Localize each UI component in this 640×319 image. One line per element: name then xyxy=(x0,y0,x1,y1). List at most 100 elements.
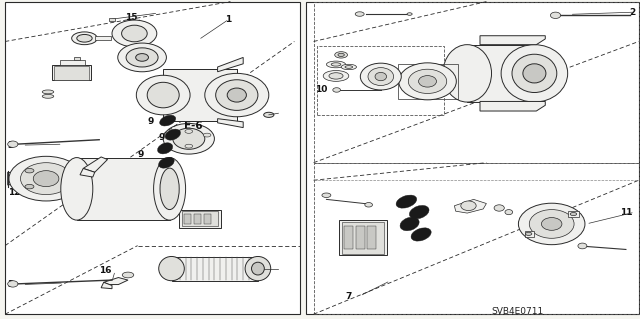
Bar xyxy=(172,257,258,281)
Text: 16: 16 xyxy=(99,266,112,275)
Ellipse shape xyxy=(122,25,147,42)
Ellipse shape xyxy=(20,163,72,195)
Ellipse shape xyxy=(407,13,412,15)
Ellipse shape xyxy=(136,75,190,115)
Ellipse shape xyxy=(322,193,331,197)
Bar xyxy=(52,65,91,80)
Ellipse shape xyxy=(245,256,271,281)
Polygon shape xyxy=(568,211,579,217)
Ellipse shape xyxy=(126,48,158,67)
Ellipse shape xyxy=(173,128,205,149)
Bar xyxy=(179,210,221,228)
Ellipse shape xyxy=(396,195,417,208)
Ellipse shape xyxy=(365,203,372,207)
Ellipse shape xyxy=(147,82,179,108)
Ellipse shape xyxy=(411,228,431,241)
Text: 5: 5 xyxy=(193,260,200,269)
Text: 12: 12 xyxy=(8,189,20,197)
Text: 10: 10 xyxy=(315,85,327,94)
Text: 9: 9 xyxy=(138,167,144,176)
Polygon shape xyxy=(454,199,486,213)
Ellipse shape xyxy=(154,158,186,220)
Ellipse shape xyxy=(264,112,274,117)
Ellipse shape xyxy=(160,168,179,210)
Bar xyxy=(182,211,218,226)
Bar xyxy=(367,226,376,249)
Ellipse shape xyxy=(525,232,532,235)
Bar xyxy=(339,220,387,255)
Ellipse shape xyxy=(501,45,568,102)
Text: 15: 15 xyxy=(125,13,138,22)
Bar xyxy=(306,2,639,314)
Text: 14: 14 xyxy=(76,33,88,42)
Ellipse shape xyxy=(494,205,504,211)
Polygon shape xyxy=(8,172,26,185)
Ellipse shape xyxy=(33,171,59,187)
Text: 3: 3 xyxy=(8,141,14,150)
Ellipse shape xyxy=(375,72,387,81)
Bar xyxy=(95,36,111,40)
Ellipse shape xyxy=(505,210,513,215)
Polygon shape xyxy=(101,282,112,289)
Ellipse shape xyxy=(518,203,585,245)
Text: E-6: E-6 xyxy=(184,121,203,131)
Ellipse shape xyxy=(329,73,343,79)
Text: 17: 17 xyxy=(76,161,88,170)
Bar xyxy=(74,57,80,60)
Polygon shape xyxy=(166,69,237,73)
Ellipse shape xyxy=(159,256,184,281)
Ellipse shape xyxy=(368,68,394,85)
Bar xyxy=(204,214,211,224)
Ellipse shape xyxy=(338,53,344,56)
Text: 9: 9 xyxy=(159,133,165,142)
Ellipse shape xyxy=(570,212,577,216)
Bar xyxy=(314,163,639,314)
Ellipse shape xyxy=(163,123,214,154)
Ellipse shape xyxy=(8,281,18,287)
Polygon shape xyxy=(480,101,545,111)
Ellipse shape xyxy=(205,73,269,117)
Polygon shape xyxy=(218,119,243,128)
Polygon shape xyxy=(83,157,108,172)
Ellipse shape xyxy=(326,61,346,68)
Bar xyxy=(109,18,115,21)
Ellipse shape xyxy=(166,133,174,137)
Bar xyxy=(467,45,534,102)
Bar xyxy=(194,214,201,224)
Text: 6: 6 xyxy=(52,185,59,194)
Bar xyxy=(54,66,89,80)
Ellipse shape xyxy=(122,272,134,278)
Ellipse shape xyxy=(333,88,340,92)
Ellipse shape xyxy=(61,158,93,220)
Text: 2: 2 xyxy=(629,8,636,17)
Ellipse shape xyxy=(410,205,429,219)
Ellipse shape xyxy=(204,133,211,137)
Ellipse shape xyxy=(332,63,341,66)
Text: 7: 7 xyxy=(346,292,352,300)
Ellipse shape xyxy=(157,143,173,154)
Ellipse shape xyxy=(529,210,574,238)
Ellipse shape xyxy=(185,144,193,148)
Text: SVB4E0711: SVB4E0711 xyxy=(491,308,543,316)
Text: 1: 1 xyxy=(225,15,232,24)
Ellipse shape xyxy=(77,34,92,42)
Ellipse shape xyxy=(72,32,97,45)
Text: 9: 9 xyxy=(147,117,154,126)
Ellipse shape xyxy=(550,12,561,19)
Ellipse shape xyxy=(335,52,348,58)
Ellipse shape xyxy=(9,156,83,201)
Bar xyxy=(342,222,384,254)
Bar xyxy=(314,2,639,163)
Text: 4: 4 xyxy=(134,173,141,182)
Bar xyxy=(344,226,353,249)
Ellipse shape xyxy=(400,217,419,231)
Ellipse shape xyxy=(159,115,176,126)
Polygon shape xyxy=(80,168,95,177)
Text: 9: 9 xyxy=(138,150,144,159)
Polygon shape xyxy=(525,231,534,237)
Ellipse shape xyxy=(227,88,246,102)
Ellipse shape xyxy=(25,184,34,189)
Polygon shape xyxy=(104,278,128,285)
Ellipse shape xyxy=(42,94,54,98)
Text: 11: 11 xyxy=(620,208,632,217)
